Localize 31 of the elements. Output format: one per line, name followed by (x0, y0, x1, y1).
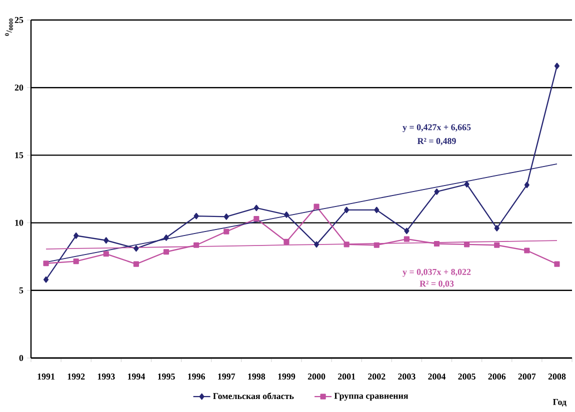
y-tick-label: 10 (15, 220, 24, 226)
x-tick-label: 2005 (458, 374, 476, 380)
x-tick-label: 1995 (158, 374, 175, 380)
x-tick-label: 2003 (398, 374, 416, 380)
x-tick-label: 2004 (428, 374, 446, 380)
x-tick-label: 1999 (278, 374, 296, 380)
x-tick-label: 1991 (38, 374, 55, 380)
x-tick-label: 1997 (218, 374, 236, 380)
x-tick-label: 1998 (248, 374, 266, 380)
x-tick-label: 2007 (518, 374, 536, 380)
y-tick-label: 5 (19, 287, 24, 294)
annotation: y = 0,037x + 8,022 (402, 268, 471, 277)
y-tick-label: 25 (14, 16, 24, 24)
x-tick-label: 2000 (308, 374, 326, 380)
legend-label: Гомельская область (213, 392, 294, 400)
x-tick-label: 1992 (68, 374, 85, 380)
x-tick-label: 1993 (98, 374, 115, 380)
x-tick-label: 2006 (488, 374, 506, 380)
x-tick-label: 2001 (338, 374, 356, 380)
x-tick-label: 2002 (368, 374, 386, 380)
y-tick-label: 15 (15, 152, 24, 158)
y-tick-label: 20 (14, 84, 24, 91)
x-tick-label: 2008 (548, 374, 566, 380)
x-tick-label: 1994 (128, 374, 145, 380)
x-axis-title: Год (552, 399, 566, 406)
annotation: R² = 0,489 (417, 138, 456, 146)
x-tick-label: 1996 (188, 374, 206, 380)
y-tick-label: 0 (19, 354, 24, 362)
annotation: R² = 0,03 (420, 280, 454, 288)
annotation: y = 0,427x + 6,665 (402, 124, 471, 132)
legend-label: Группа сравнения (334, 392, 408, 401)
